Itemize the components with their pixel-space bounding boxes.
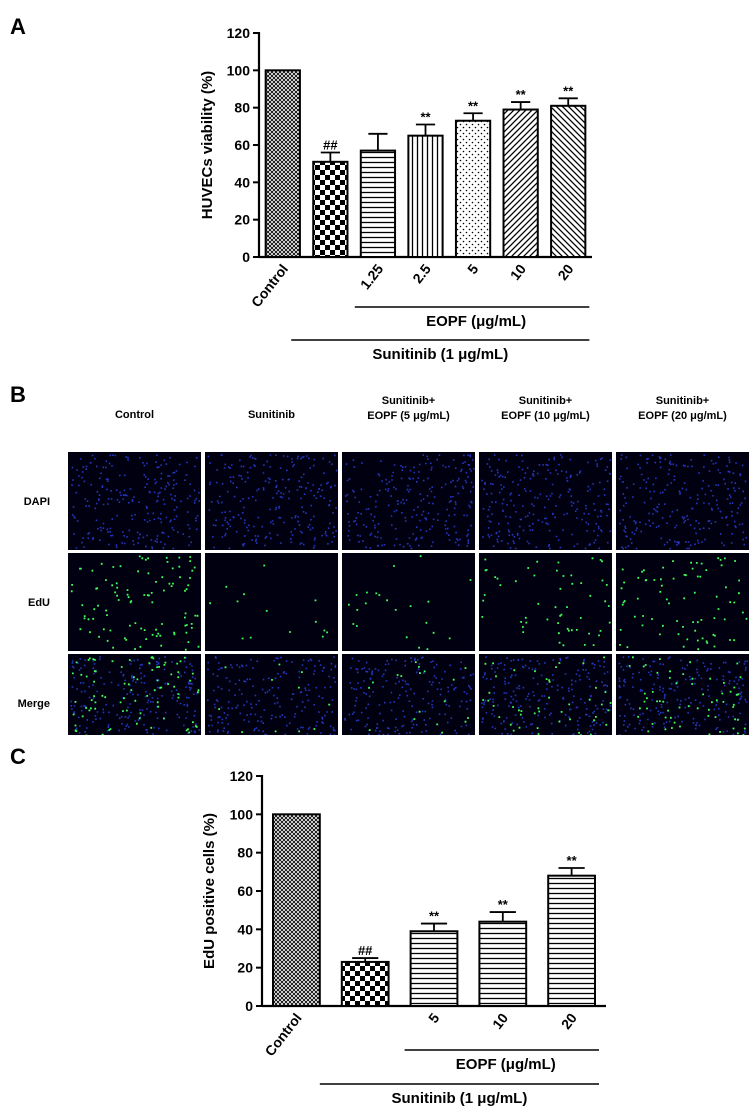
y-tick-label: 20 [237,960,253,976]
group-label-eopf: EOPF (μg/mL) [426,313,526,330]
micrograph-row-label: Merge [18,698,50,710]
chart-c-edu: 0 20 40 60 80 100 120 EdU positive cells (%) Con… [201,768,606,1107]
bar [409,930,459,1007]
group-label-eopf: EOPF (μg/mL) [456,1056,556,1073]
x-tick-label: 1.25 [357,261,387,292]
x-tick-label: 20 [558,1010,580,1032]
bar [502,108,539,258]
bar [272,813,321,1008]
x-tick-label: 2.5 [409,261,434,286]
bar [454,119,492,258]
micrograph-row-label: EdU [28,597,50,609]
x-tick-label: 10 [489,1010,511,1032]
significance-label: ** [468,98,479,113]
micrograph-row-label: DAPI [24,496,50,508]
micrograph-column-header: EOPF (20 μg/mL) [638,410,727,422]
group-label-sunitinib: Sunitinib (1 μg/mL) [372,346,508,363]
chart-a-viability: 0 20 40 60 80 100 120 HUVECs viability (%) Contr… [199,25,592,363]
micrograph-tile [68,654,201,735]
micrograph-tile [342,553,475,651]
bar [359,149,397,259]
significance-label: ** [429,909,440,924]
micrograph-column-header: EOPF (5 μg/mL) [367,410,450,422]
micrograph-tile [342,452,475,550]
y-axis-title: EdU positive cells (%) [201,813,218,969]
y-tick-label: 120 [230,768,254,784]
significance-label: ## [323,137,338,152]
y-tick-label: 40 [234,174,250,190]
micrograph-tile [479,553,612,651]
micrograph-tile [479,654,612,735]
significance-label: ** [563,83,574,98]
micrograph-tile [68,452,201,550]
y-tick-label: 100 [230,806,254,822]
y-tick-label: 100 [227,62,251,78]
significance-label: ** [498,897,509,912]
y-tick-label: 60 [237,883,253,899]
bar [550,104,587,258]
micrograph-column-header: Control [115,409,154,421]
bar [478,920,528,1008]
panel-label-a: A [10,14,26,39]
micrograph-column-header: Sunitinib+ [519,395,572,407]
micrograph-column-header: Sunitinib+ [382,395,435,407]
group-label-sunitinib: Sunitinib (1 μg/mL) [391,1090,527,1107]
micrograph-tile [205,553,338,651]
x-tick-label: Control [248,261,291,310]
x-tick-label: 20 [554,261,576,283]
micrograph-panel-b: Control Sunitinib Sunitinib+ EOPF (5 μg/mL)… [18,395,749,735]
micrograph-tile [616,553,749,651]
y-tick-label: 40 [237,921,253,937]
micrograph-tile [342,654,475,735]
x-tick-label: 5 [464,261,482,277]
y-tick-label: 0 [245,998,253,1014]
micrograph-column-header: Sunitinib [248,409,295,421]
bar [264,69,301,259]
y-tick-label: 80 [234,100,250,116]
y-tick-label: 60 [234,137,250,153]
panel-label-c: C [10,744,26,769]
y-tick-label: 120 [227,25,251,41]
y-tick-label: 80 [237,845,253,861]
significance-label: ** [567,853,578,868]
significance-label: ## [358,943,373,958]
micrograph-tile [68,553,201,651]
y-tick-label: 20 [234,212,250,228]
bar [547,874,596,1007]
y-axis-title: HUVECs viability (%) [199,71,216,219]
micrograph-tile [479,452,612,550]
y-tick-label: 0 [242,249,250,265]
micrograph-column-header: EOPF (10 μg/mL) [501,410,590,422]
x-tick-label: Control [262,1010,305,1059]
micrograph-tile [616,654,749,735]
micrograph-tile [205,452,338,550]
bar [312,160,349,258]
x-tick-label: 10 [507,261,529,283]
significance-label: ** [516,87,527,102]
bar [407,134,444,259]
micrograph-column-header: Sunitinib+ [656,395,709,407]
micrograph-tile [616,452,749,550]
significance-label: ** [420,109,431,124]
bar [340,960,390,1008]
x-tick-label: 5 [425,1010,443,1026]
micrograph-tile [205,654,338,735]
panel-label-b: B [10,382,26,407]
